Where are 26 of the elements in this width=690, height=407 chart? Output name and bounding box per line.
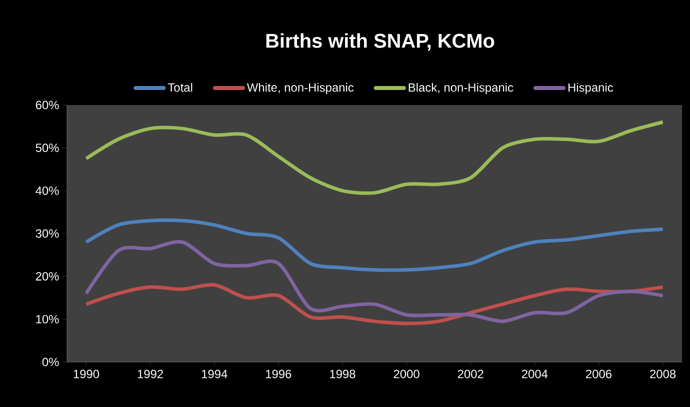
line-series <box>84 218 665 272</box>
x-tick-label: 1996 <box>266 370 292 378</box>
y-tick-label: 10% <box>36 314 59 324</box>
chart-title: Births with SNAP, KCMo <box>266 33 494 51</box>
line-series <box>84 120 665 195</box>
line-series <box>84 283 665 326</box>
x-tick-label: 1992 <box>138 370 163 378</box>
x-tick-label: 1990 <box>74 370 100 378</box>
x-tick-label: 2004 <box>522 370 548 378</box>
x-tick-label: 2002 <box>458 370 484 378</box>
x-tick-label: 2006 <box>586 370 612 378</box>
line-series <box>84 240 665 324</box>
y-tick-label: 50% <box>36 144 59 152</box>
legend-label: Black, non-Hispanic <box>408 82 514 94</box>
legend-label: White, non-Hispanic <box>246 82 354 94</box>
x-tick-label: 2000 <box>394 370 420 378</box>
x-tick-label: 1994 <box>202 370 228 378</box>
y-tick-label: 60% <box>36 100 59 110</box>
legend-label: Total <box>168 82 192 92</box>
x-tick-label: 1998 <box>330 370 356 378</box>
x-tick-label: 2008 <box>650 370 676 378</box>
y-tick-label: 30% <box>36 229 59 238</box>
legend-label: Hispanic <box>568 82 614 94</box>
y-tick-label: 20% <box>36 272 59 281</box>
y-tick-label: 40% <box>36 186 59 195</box>
y-tick-label: 0% <box>42 358 59 366</box>
